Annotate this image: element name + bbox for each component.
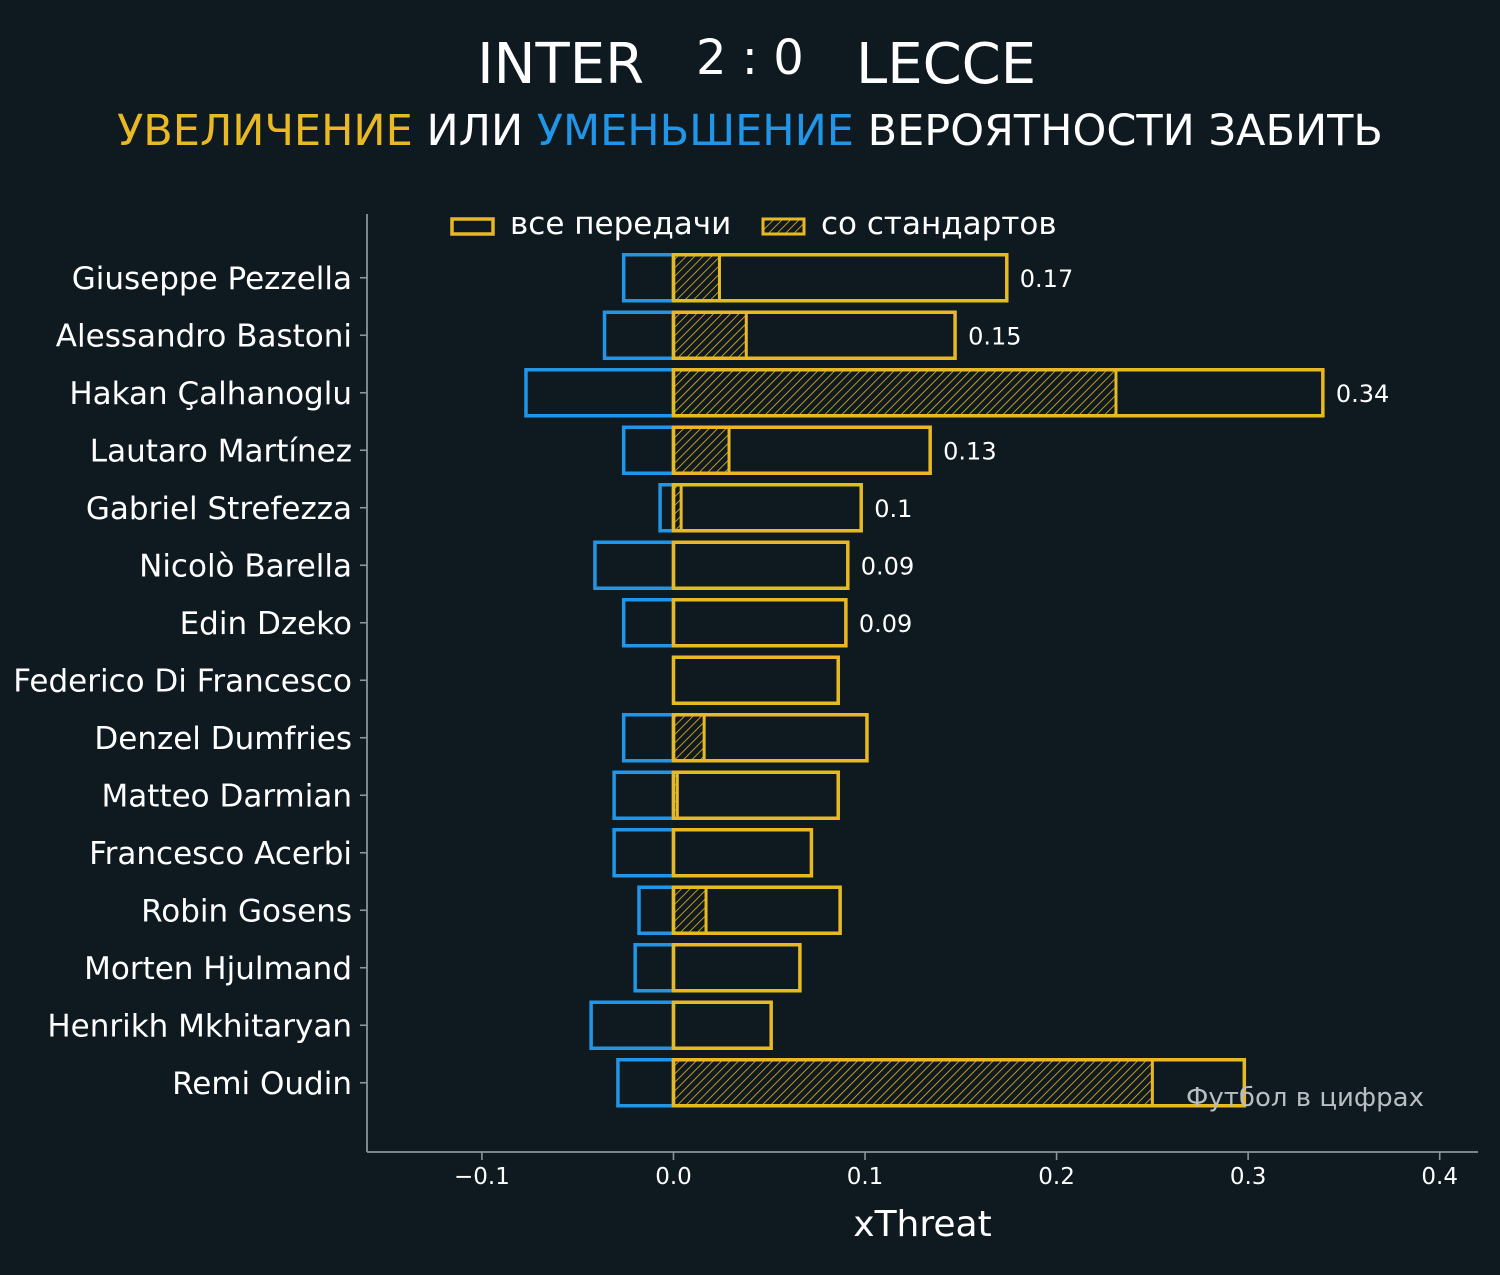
all-passes-bar bbox=[671, 310, 957, 360]
player-label: Denzel Dumfries bbox=[94, 721, 352, 757]
set-piece-bar bbox=[671, 885, 708, 935]
player-label: Alessandro Bastoni bbox=[56, 318, 352, 354]
net-value-label: 0.15 bbox=[968, 322, 1021, 350]
x-tick-label: 0.3 bbox=[1230, 1164, 1267, 1190]
player-label: Hakan Çalhanoglu bbox=[69, 376, 352, 412]
set-piece-bar bbox=[671, 425, 731, 475]
negative-bar bbox=[621, 598, 676, 648]
negative-bar bbox=[593, 540, 676, 590]
x-tick-label: 0.1 bbox=[847, 1164, 884, 1190]
x-tick-label: 0.0 bbox=[655, 1164, 692, 1190]
x-tick-label: 0.4 bbox=[1421, 1164, 1458, 1190]
set-piece-bar bbox=[671, 368, 1118, 418]
all-passes-bar bbox=[671, 253, 1009, 303]
player-label: Robin Gosens bbox=[141, 893, 352, 929]
chart-subtitle: УВЕЛИЧЕНИЕ ИЛИ УМЕНЬШЕНИЕ ВЕРОЯТНОСТИ ЗА… bbox=[0, 106, 1500, 156]
all-passes-bar bbox=[671, 885, 842, 935]
subtitle-part-decrease: УМЕНЬШЕНИЕ bbox=[536, 106, 854, 156]
player-label: Giuseppe Pezzella bbox=[72, 261, 352, 297]
player-label: Gabriel Strefezza bbox=[86, 491, 352, 527]
home-team-name: INTER bbox=[477, 32, 644, 97]
player-label: Matteo Darmian bbox=[102, 778, 352, 814]
negative-bar bbox=[658, 483, 676, 533]
set-piece-bar bbox=[671, 253, 721, 303]
negative-bar bbox=[589, 1000, 676, 1050]
match-title: INTER 2 : 0 LECCE bbox=[0, 28, 1500, 104]
x-tick-label: 0.2 bbox=[1038, 1164, 1075, 1190]
player-label: Edin Dzeko bbox=[180, 606, 352, 642]
negative-bar bbox=[602, 310, 676, 360]
legend-label-set-pieces: со стандартов bbox=[821, 206, 1057, 242]
negative-bar bbox=[621, 713, 676, 763]
all-passes-bar bbox=[671, 943, 802, 993]
all-passes-bar bbox=[671, 425, 932, 475]
negative-bar bbox=[621, 253, 676, 303]
net-value-label: 0.09 bbox=[859, 610, 912, 638]
subtitle-part-rest: ВЕРОЯТНОСТИ ЗАБИТЬ bbox=[853, 106, 1383, 156]
all-passes-bar bbox=[671, 368, 1325, 418]
subtitle-part-increase: УВЕЛИЧЕНИЕ bbox=[117, 106, 413, 156]
player-label: Federico Di Francesco bbox=[13, 663, 352, 699]
player-label: Henrikh Mkhitaryan bbox=[47, 1008, 352, 1044]
x-axis-label: xThreat bbox=[853, 1204, 991, 1245]
set-piece-bar bbox=[671, 310, 748, 360]
all-passes-bar bbox=[671, 1000, 773, 1050]
negative-bar bbox=[637, 885, 676, 935]
net-value-label: 0.09 bbox=[861, 552, 914, 580]
all-passes-bar bbox=[671, 540, 850, 590]
match-score: 2 : 0 bbox=[696, 30, 804, 86]
player-label: Remi Oudin bbox=[172, 1066, 352, 1102]
x-tick-label: −0.1 bbox=[454, 1164, 510, 1190]
net-value-label: 0.17 bbox=[1020, 265, 1073, 293]
negative-bar bbox=[612, 770, 676, 820]
negative-bar bbox=[633, 943, 676, 993]
player-label: Nicolò Barella bbox=[139, 548, 352, 584]
all-passes-bar bbox=[671, 483, 863, 533]
subtitle-part-or: ИЛИ bbox=[412, 106, 537, 156]
all-passes-bar bbox=[671, 713, 869, 763]
all-passes-bar bbox=[671, 598, 848, 648]
player-label: Morten Hjulmand bbox=[84, 951, 352, 987]
all-passes-bar bbox=[671, 770, 840, 820]
set-piece-bar bbox=[671, 1058, 1154, 1108]
away-team-name: LECCE bbox=[856, 32, 1037, 97]
player-label: Lautaro Martínez bbox=[90, 433, 352, 469]
all-passes-bar bbox=[671, 828, 814, 878]
negative-bar bbox=[616, 1058, 676, 1108]
negative-bar bbox=[612, 828, 676, 878]
player-label: Francesco Acerbi bbox=[89, 836, 352, 872]
net-value-label: 0.13 bbox=[943, 437, 996, 465]
legend-swatch-set-pieces bbox=[761, 217, 806, 236]
negative-bar bbox=[621, 425, 676, 475]
legend-label-all-passes: все передачи bbox=[510, 206, 731, 242]
legend-swatch-all-passes bbox=[450, 217, 495, 236]
net-value-label: 0.1 bbox=[874, 495, 912, 523]
set-piece-bar bbox=[671, 713, 706, 763]
all-passes-bar bbox=[671, 655, 840, 705]
watermark: Футбол в цифрах bbox=[1186, 1083, 1424, 1113]
all-passes-bar bbox=[671, 1058, 1247, 1108]
net-value-label: 0.34 bbox=[1336, 380, 1389, 408]
negative-bar bbox=[524, 368, 676, 418]
